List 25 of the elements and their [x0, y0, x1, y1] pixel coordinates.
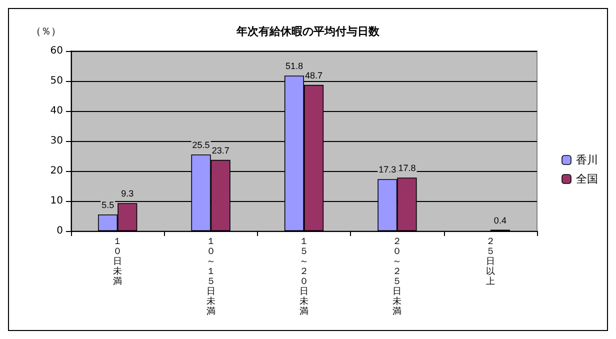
data-label: 17.8 — [398, 163, 416, 174]
y-tick-label: 30 — [50, 136, 63, 146]
y-axis-title: （％） — [31, 26, 61, 38]
y-tick-label: 40 — [50, 106, 63, 116]
data-label: 5.5 — [102, 200, 114, 210]
y-tick-label: 20 — [50, 166, 63, 176]
data-label: 0.4 — [494, 215, 506, 226]
data-label: 25.5 — [192, 140, 210, 150]
x-tick-label: １０日未満 — [113, 237, 122, 287]
data-label: 9.3 — [121, 188, 134, 199]
y-tick-label: 50 — [50, 76, 63, 86]
data-label: 48.7 — [305, 70, 323, 80]
data-label: 23.7 — [212, 145, 230, 156]
x-tick-label: ２５日以上 — [486, 237, 495, 287]
x-tick-label: １０～１５日未満 — [206, 237, 216, 317]
legend-label: 香川 — [576, 154, 598, 166]
y-tick-label: 10 — [50, 196, 63, 206]
legend-label: 全国 — [576, 172, 598, 186]
data-label: 17.3 — [378, 164, 396, 175]
y-tick-label: 0 — [56, 226, 63, 236]
x-tick-label: ２０～２５日未満 — [392, 237, 402, 317]
y-tick-label: 60 — [50, 46, 63, 56]
chart-title: 年次有給休暇の平均付与日数 — [236, 25, 380, 38]
data-label: 51.8 — [285, 61, 303, 72]
x-tick-label: １５～２０日未満 — [300, 237, 308, 317]
